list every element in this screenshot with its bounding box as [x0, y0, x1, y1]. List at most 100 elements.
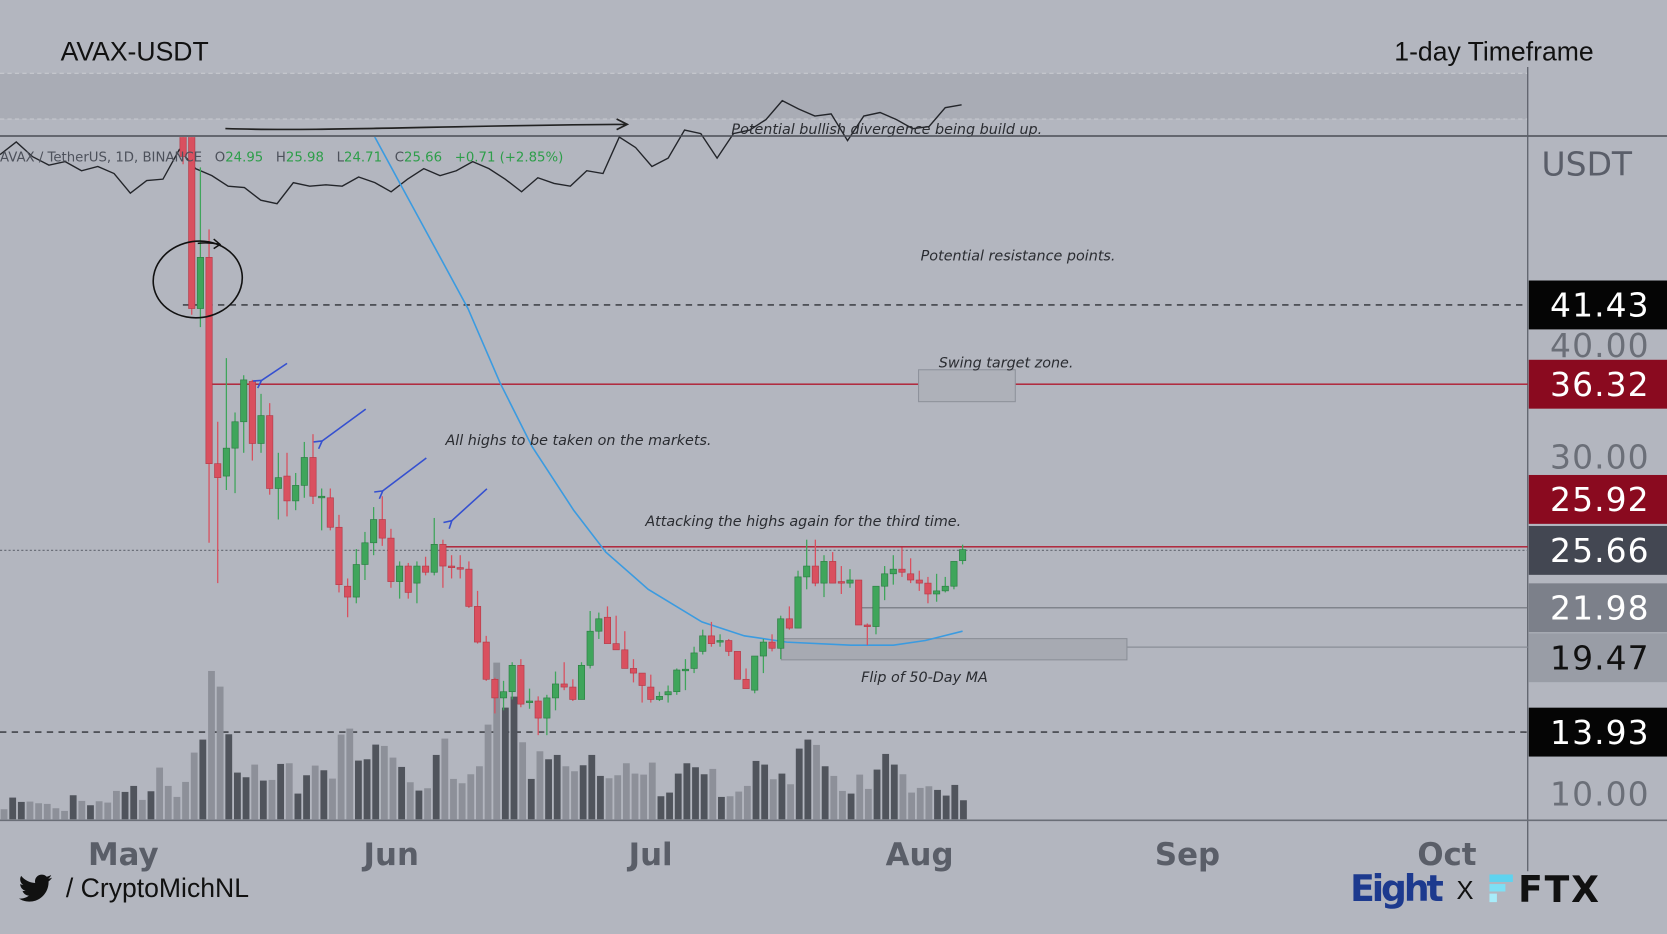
- candle-up[interactable]: [681, 659, 689, 691]
- candle-down[interactable]: [907, 558, 915, 584]
- candle-down[interactable]: [326, 488, 334, 531]
- candle-up[interactable]: [655, 691, 663, 702]
- candle-up[interactable]: [586, 611, 594, 669]
- candle-down[interactable]: [707, 621, 715, 647]
- candle-down[interactable]: [855, 579, 863, 626]
- candle-up[interactable]: [370, 507, 378, 556]
- candle-up[interactable]: [274, 452, 282, 520]
- candle-up[interactable]: [777, 615, 785, 660]
- candle-down[interactable]: [482, 635, 490, 681]
- candle-down[interactable]: [733, 651, 741, 680]
- candle-up[interactable]: [222, 358, 230, 491]
- candle-down[interactable]: [517, 659, 525, 708]
- candle-down[interactable]: [742, 668, 750, 689]
- candle-down[interactable]: [863, 623, 871, 646]
- candle-up[interactable]: [500, 680, 508, 711]
- flip-ma-zone[interactable]: [780, 638, 1128, 661]
- candle-down[interactable]: [491, 677, 499, 714]
- candle-up[interactable]: [933, 573, 941, 602]
- candle-up[interactable]: [950, 561, 958, 590]
- candle-down[interactable]: [534, 696, 542, 736]
- candle-down[interactable]: [569, 679, 577, 702]
- candle-down[interactable]: [309, 434, 317, 504]
- candle-down[interactable]: [266, 403, 274, 495]
- candle-down[interactable]: [465, 561, 473, 608]
- candle-down[interactable]: [915, 570, 923, 591]
- candle-down[interactable]: [205, 229, 213, 543]
- candle-down[interactable]: [629, 659, 637, 683]
- candle-up[interactable]: [413, 561, 421, 604]
- candle-up[interactable]: [664, 685, 672, 703]
- month-may: May: [88, 837, 159, 873]
- highs-arrow-icon-2: [313, 408, 367, 450]
- candle-up[interactable]: [794, 570, 802, 629]
- candle-down[interactable]: [456, 555, 464, 579]
- candle-up[interactable]: [300, 441, 308, 498]
- candle-down[interactable]: [837, 566, 845, 594]
- candle-up[interactable]: [318, 488, 326, 531]
- candle-up[interactable]: [716, 634, 724, 647]
- candle-down[interactable]: [898, 547, 906, 577]
- candle-up[interactable]: [673, 668, 681, 695]
- candle-up[interactable]: [430, 517, 438, 576]
- candle-down[interactable]: [785, 606, 793, 630]
- candle-down[interactable]: [621, 631, 629, 669]
- candle-down[interactable]: [612, 615, 620, 651]
- candle-up[interactable]: [881, 566, 889, 601]
- candle-body: [508, 665, 516, 693]
- candle-up[interactable]: [820, 555, 828, 598]
- candle-up[interactable]: [595, 612, 603, 639]
- candle-down[interactable]: [387, 528, 395, 588]
- candle-up[interactable]: [846, 569, 854, 588]
- candle-down[interactable]: [768, 634, 776, 652]
- candle-down[interactable]: [603, 606, 611, 644]
- candle-down[interactable]: [188, 79, 196, 315]
- price-marker-41-43: 41.43: [1528, 280, 1667, 330]
- candle-up[interactable]: [803, 539, 811, 590]
- candle-down[interactable]: [422, 556, 430, 576]
- candle-down[interactable]: [829, 552, 837, 584]
- candle-down[interactable]: [378, 496, 386, 546]
- candle-down[interactable]: [924, 576, 932, 604]
- candle-down[interactable]: [638, 672, 646, 703]
- candle-up[interactable]: [240, 375, 248, 453]
- candle-up[interactable]: [396, 561, 404, 599]
- candle-down[interactable]: [335, 514, 343, 593]
- candle-up[interactable]: [257, 393, 265, 453]
- candle-up[interactable]: [577, 662, 586, 700]
- candle-up[interactable]: [699, 629, 707, 655]
- candle-body: [846, 579, 854, 584]
- candle-down[interactable]: [439, 539, 447, 588]
- candle-down[interactable]: [283, 452, 291, 517]
- candle-up[interactable]: [361, 531, 369, 581]
- candle-down[interactable]: [179, 118, 187, 165]
- volume-bar: [545, 759, 552, 820]
- candle-down[interactable]: [248, 379, 256, 461]
- candle-down[interactable]: [474, 590, 482, 644]
- candle-up[interactable]: [292, 472, 300, 511]
- candle-up[interactable]: [526, 688, 534, 709]
- candle-down[interactable]: [560, 662, 568, 691]
- candle-up[interactable]: [872, 585, 880, 635]
- candle-up[interactable]: [352, 548, 360, 604]
- candle-down[interactable]: [811, 539, 819, 587]
- candle-up[interactable]: [751, 655, 759, 694]
- candle-up[interactable]: [543, 694, 551, 736]
- candle-up[interactable]: [552, 671, 560, 711]
- candle-down[interactable]: [448, 555, 456, 579]
- candle-up[interactable]: [759, 638, 767, 674]
- candle-up[interactable]: [196, 167, 204, 328]
- candle-down[interactable]: [344, 578, 352, 618]
- candle-up[interactable]: [508, 662, 516, 700]
- candle-down[interactable]: [404, 562, 412, 599]
- candle-up[interactable]: [231, 412, 239, 494]
- candle-up[interactable]: [941, 576, 949, 593]
- candle-down[interactable]: [647, 674, 655, 703]
- swing-target-zone[interactable]: [918, 369, 1016, 403]
- candle-up[interactable]: [959, 544, 967, 565]
- candle-up[interactable]: [690, 646, 698, 674]
- candle-up[interactable]: [889, 555, 897, 585]
- candle-down[interactable]: [725, 638, 733, 657]
- candle-down[interactable]: [214, 421, 222, 584]
